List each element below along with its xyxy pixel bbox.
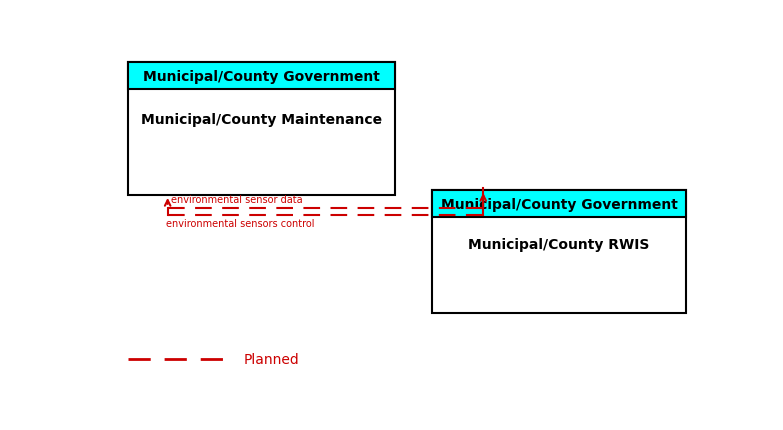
Text: environmental sensor data: environmental sensor data: [171, 195, 302, 205]
Bar: [128, 63, 395, 90]
Text: Municipal/County Maintenance: Municipal/County Maintenance: [141, 112, 382, 126]
Text: environmental sensors control: environmental sensors control: [167, 218, 315, 228]
Bar: [431, 190, 687, 218]
Text: Municipal/County Government: Municipal/County Government: [143, 70, 381, 83]
Text: Municipal/County RWIS: Municipal/County RWIS: [468, 237, 650, 252]
Bar: [431, 190, 687, 313]
Text: Municipal/County Government: Municipal/County Government: [441, 197, 677, 211]
Bar: [128, 63, 395, 196]
Text: Planned: Planned: [244, 353, 299, 366]
